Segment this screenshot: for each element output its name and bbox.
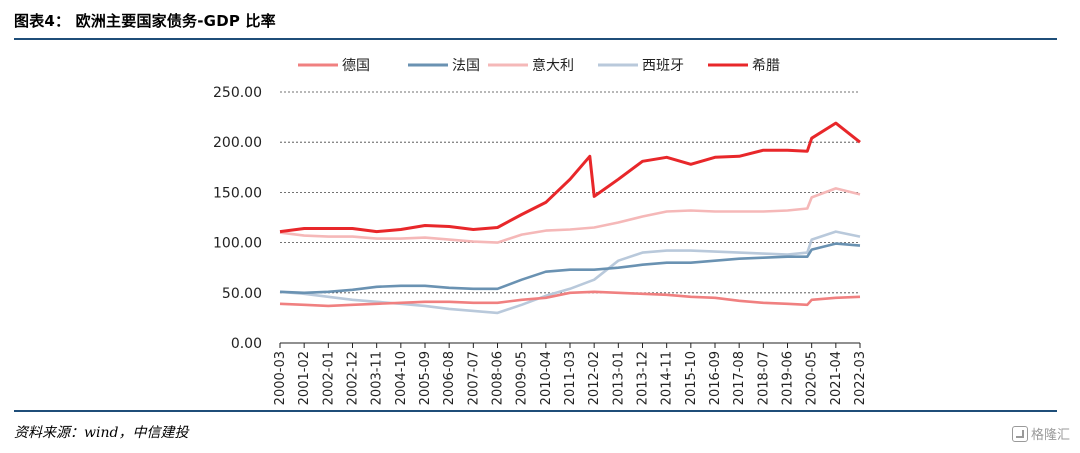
x-tick-label: 2012-02 [587,351,602,405]
x-tick-label: 2020-05 [805,351,820,405]
y-tick-label: 50.00 [222,286,262,302]
watermark: 格隆汇 [1011,424,1070,443]
x-tick-label: 2021-04 [829,351,844,405]
watermark-text: 格隆汇 [1030,428,1070,443]
y-axis: 0.00 50.00 100.00 150.00 200.00 250.00 [213,85,262,352]
x-tick-label: 2017-08 [732,351,747,405]
chart-legend: 德国 法国 意大利 西班牙 希腊 [298,57,780,74]
x-tick-label: 2003-11 [370,351,385,405]
legend-label: 意大利 [532,57,574,74]
x-tick-label: 2007-07 [466,351,481,405]
series-line-4 [279,230,861,315]
legend-item: 希腊 [708,58,780,74]
series-line-1 [279,290,861,308]
x-tick-label: 2016-09 [708,351,723,405]
x-tick-label: 2011-03 [563,351,578,405]
x-tick-label: 2000-03 [273,351,288,405]
y-tick-label: 200.00 [213,135,262,151]
x-tick-label: 2015-10 [684,351,699,405]
legend-item: 法国 [408,58,480,74]
legend-item: 西班牙 [598,58,684,74]
x-tick-label: 2013-01 [611,351,626,405]
x-tick-label: 2008-06 [491,351,506,405]
x-tick-label: 2018-07 [756,351,771,405]
x-axis: 2000-03 2001-02 2002-01 2002-12 2003-11 2004-… [273,342,868,405]
bottom-divider [14,410,1057,412]
x-tick-label: 2001-02 [297,351,312,405]
legend-label: 西班牙 [642,58,684,74]
legend-item: 德国 [298,58,370,74]
chart-series [279,121,861,315]
series-line-3 [279,187,861,244]
legend-label: 希腊 [752,58,780,74]
chart-gridlines [280,91,860,294]
x-tick-label: 2005-09 [418,351,433,405]
x-tick-label: 2010-04 [539,351,554,405]
x-tick-label: 2013-12 [636,351,651,405]
x-tick-label: 2014-11 [660,351,675,405]
y-tick-label: 100.00 [213,236,262,252]
x-tick-label: 2006-08 [442,351,457,405]
y-tick-label: 250.00 [213,85,262,101]
y-tick-label: 0.00 [231,336,262,352]
x-tick-label: 2009-05 [515,351,530,405]
line-chart: 德国 法国 意大利 西班牙 希腊 0.00 50.00 100.00 150.00 200.00… [213,57,868,405]
top-divider [14,38,1057,40]
chart-title: 图表4： 欧洲主要国家债务-GDP 比率 [14,12,276,30]
legend-label: 德国 [342,58,370,74]
legend-label: 法国 [452,58,480,74]
series-line-2 [279,242,861,295]
watermark-logo-icon [1011,425,1028,442]
legend-item: 意大利 [488,57,574,74]
y-tick-label: 150.00 [213,185,262,201]
x-tick-label: 2002-12 [346,351,361,405]
series-line-5 [279,121,861,234]
source-note: 资料来源：wind，中信建投 [14,425,189,441]
x-tick-label: 2022-03 [853,351,868,405]
x-tick-label: 2019-06 [781,351,796,405]
x-tick-label: 2004-10 [394,351,409,405]
x-tick-label: 2002-01 [321,351,336,405]
